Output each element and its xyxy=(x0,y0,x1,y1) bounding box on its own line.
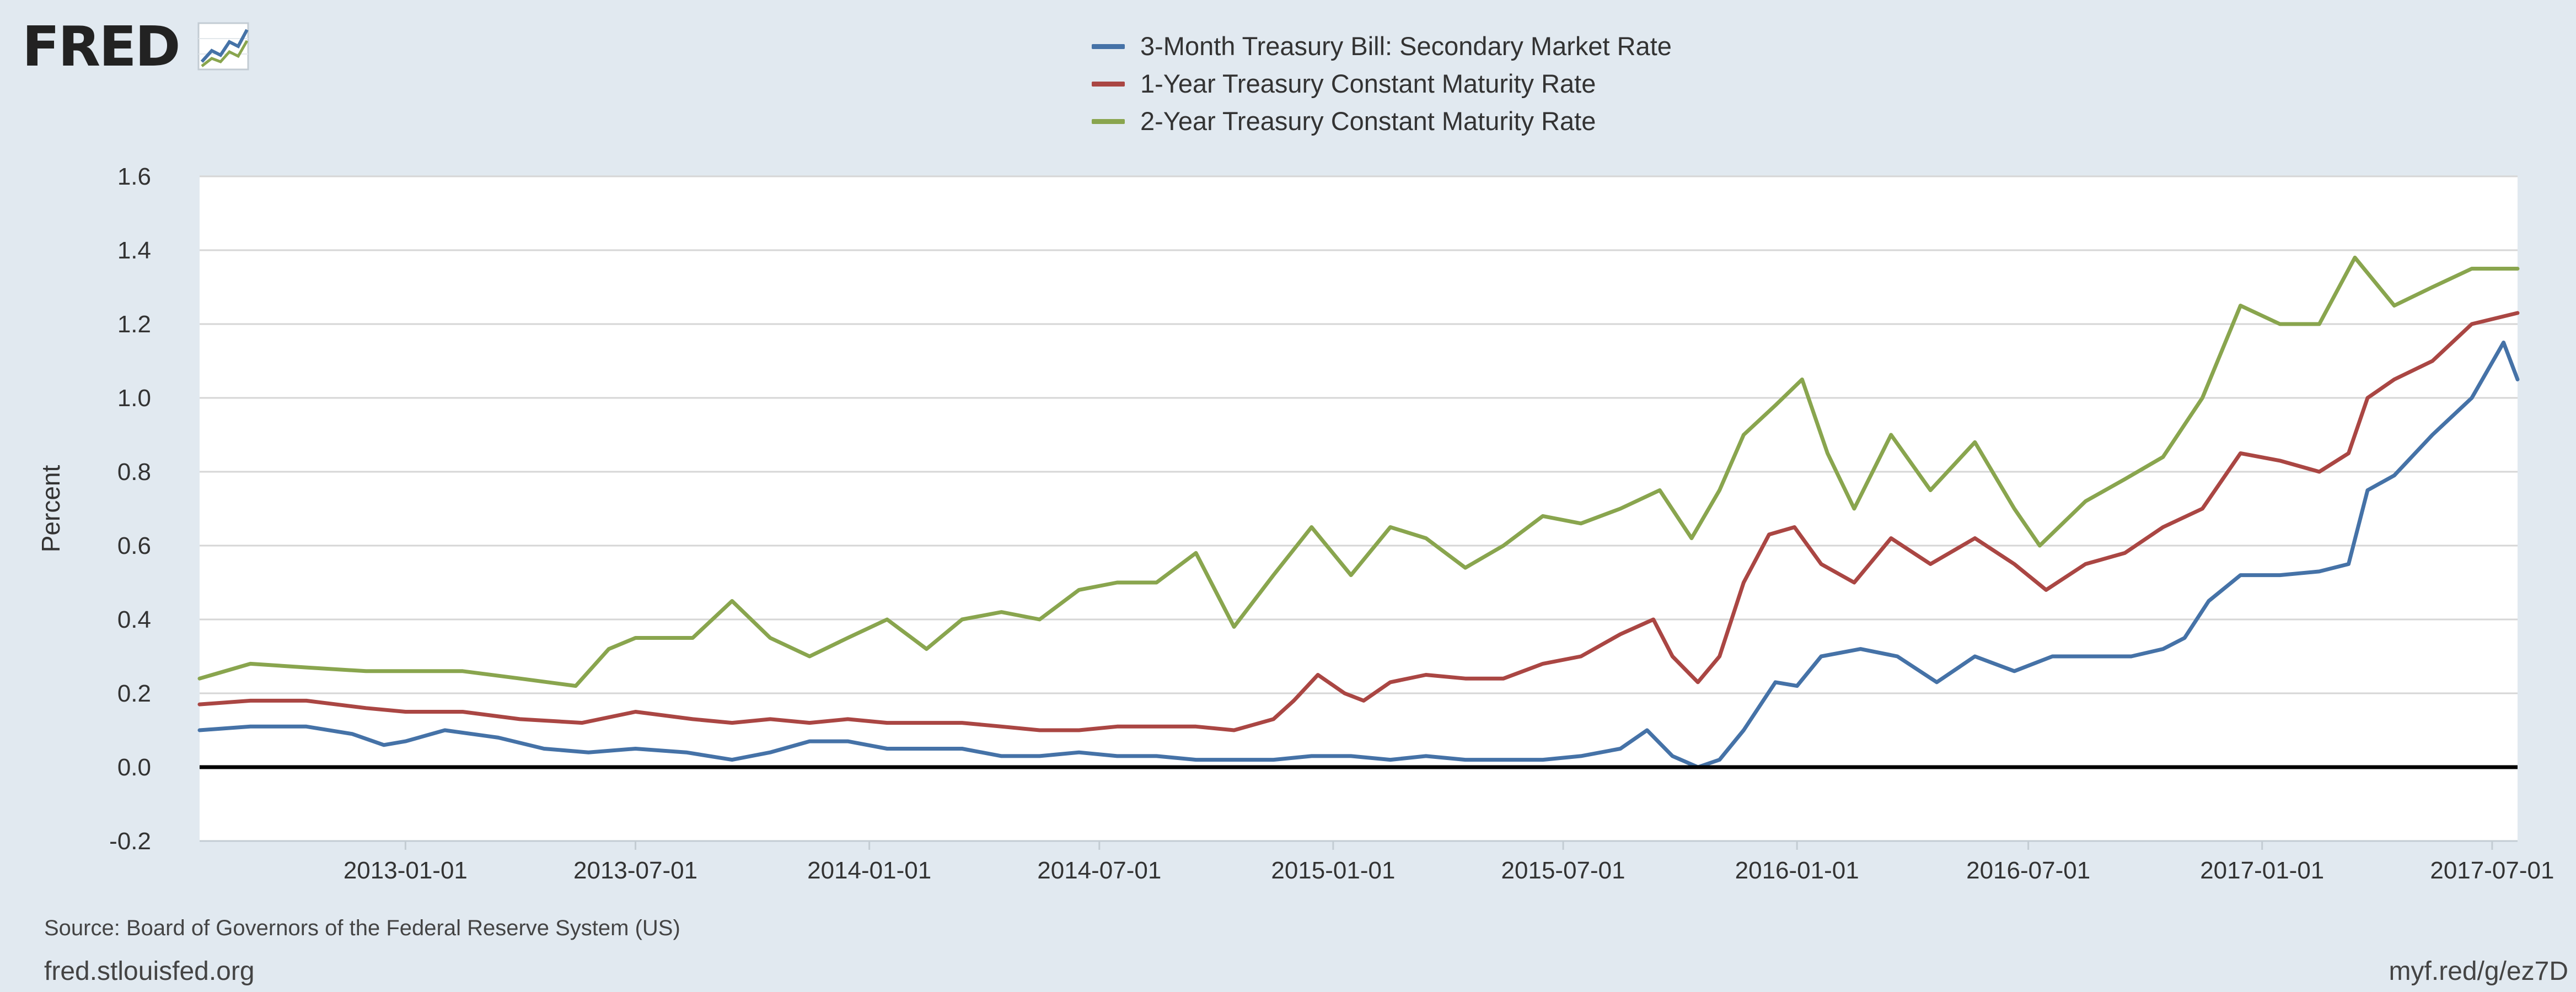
y-tick-label: 0.4 xyxy=(117,606,151,633)
x-tick-label: 2013-01-01 xyxy=(344,857,468,884)
y-tick-label: 1.6 xyxy=(117,163,151,190)
y-tick-label: 0.8 xyxy=(117,459,151,486)
legend-label: 2-Year Treasury Constant Maturity Rate xyxy=(1140,106,1596,136)
legend-label: 1-Year Treasury Constant Maturity Rate xyxy=(1140,69,1596,98)
x-tick-label: 2014-07-01 xyxy=(1037,857,1161,884)
x-tick-label: 2016-07-01 xyxy=(1966,857,2090,884)
x-tick-label: 2013-07-01 xyxy=(573,857,697,884)
y-tick-label: 1.0 xyxy=(117,385,151,412)
legend-swatch xyxy=(1092,82,1125,87)
line-graph-icon xyxy=(197,22,249,71)
legend-swatch xyxy=(1092,44,1125,49)
x-tick-label: 2016-01-01 xyxy=(1735,857,1859,884)
y-tick-label: 0.6 xyxy=(117,532,151,559)
x-tick-label: 2017-01-01 xyxy=(2200,857,2324,884)
y-tick-label: 0.0 xyxy=(117,754,151,781)
short-link[interactable]: myf.red/g/ez7D xyxy=(2389,957,2568,986)
logo-wordmark: FRED xyxy=(22,14,181,79)
y-axis-title: Percent xyxy=(36,465,65,553)
x-tick-label: 2014-01-01 xyxy=(807,857,931,884)
y-tick-label: 0.2 xyxy=(117,680,151,707)
x-tick-label: 2015-01-01 xyxy=(1271,857,1395,884)
y-tick-label: 1.2 xyxy=(117,311,151,338)
x-tick-label: 2015-07-01 xyxy=(1501,857,1625,884)
x-tick-label: 2017-07-01 xyxy=(2430,857,2554,884)
series-line xyxy=(197,255,2520,688)
site-link[interactable]: fred.stlouisfed.org xyxy=(44,957,255,986)
source-note: Source: Board of Governors of the Federa… xyxy=(44,916,680,940)
series-line xyxy=(197,341,2520,769)
y-tick-label: -0.2 xyxy=(109,828,151,855)
legend-swatch xyxy=(1092,119,1125,124)
series-line xyxy=(197,311,2520,732)
y-tick-label: 1.4 xyxy=(117,237,151,264)
fred-logo: FRED xyxy=(22,11,265,79)
plot-area xyxy=(200,176,2518,841)
legend-label: 3-Month Treasury Bill: Secondary Market … xyxy=(1140,31,1672,61)
